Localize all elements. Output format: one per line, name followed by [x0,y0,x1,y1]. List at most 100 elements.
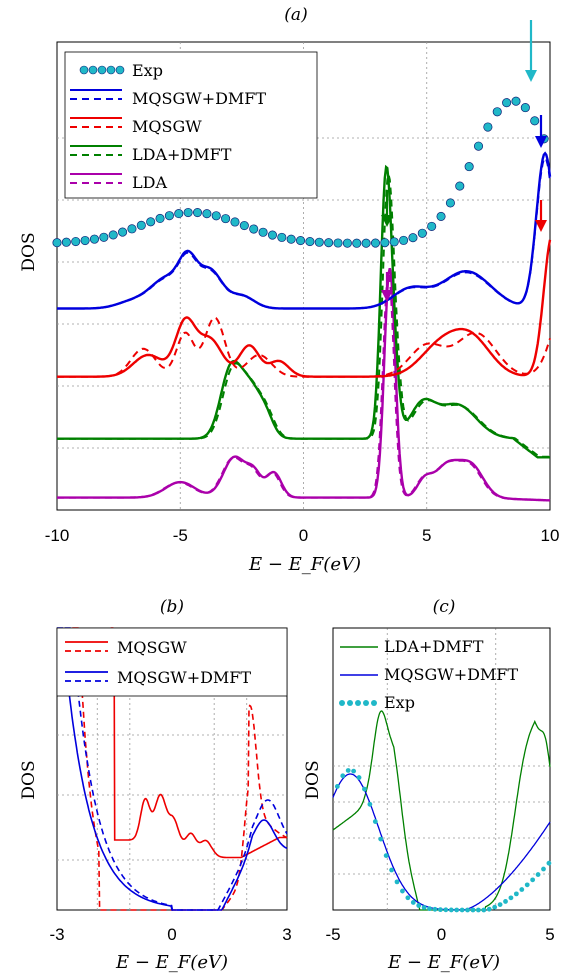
panel-b: (b) -3 0 3 E − E_F(eV) DOS MQSGW MQSGW+DMFT [19,597,292,973]
exp-data-point [502,98,512,108]
exp-data-point [277,232,287,242]
exp-data-point [164,211,174,221]
series-dash-mqsgw-dmft [57,156,551,310]
legend-marker [347,700,353,706]
x-tick-label: -5 [325,925,340,944]
exp-data-point [492,904,498,910]
exp-data-point [52,238,62,248]
legend-marker [79,65,89,75]
exp-data-point [211,211,221,221]
exp-data-point [383,853,389,859]
exp-data-point [511,96,521,106]
exp-data-point [427,221,437,231]
exp-data-point [367,801,373,807]
exp-data-point [305,237,315,247]
exp-data-point [389,867,394,873]
series-dash-mqsgw-dmft-b [64,627,288,911]
exp-data-point [492,107,502,117]
exp-data-point [524,882,530,888]
legend-marker [371,700,377,706]
x-tick-label: 5 [422,526,431,545]
exp-data-point [80,235,90,246]
x-tick-label: 5 [545,925,554,944]
exp-data-point [378,836,384,842]
y-axis-label-c: DOS [303,760,323,799]
series-dash-lda [57,272,551,502]
x-axis-label-c: E − E_F(eV) [387,952,500,973]
exp-data-point [221,214,231,224]
exp-data-point [475,907,481,913]
x-tick-label: 10 [541,526,560,545]
series-line-mqsgw-b [110,627,287,859]
exp-data-point [380,238,390,248]
arrow-head [381,290,393,302]
exp-data-point [519,887,525,892]
exp-data-point [473,141,484,151]
legend-marker [97,65,107,75]
exp-data-point [352,238,362,248]
exp-data-point [546,860,552,866]
exp-data-point [183,207,193,218]
exp-data-point [118,227,128,237]
panel-a: (a) -10 -5 0 5 10 E − E_F(eV) DOS Exp MQSGW+DMFT M… [19,5,559,575]
legend-label: MQSGW [132,117,202,136]
exp-data-point [362,786,367,792]
x-tick-label: 0 [437,925,446,944]
exp-data-point [481,907,487,913]
panel-title-b: (b) [160,597,184,617]
legend-label: LDA+DMFT [132,145,232,164]
exp-data-point [155,213,165,224]
exp-data-point [340,773,346,779]
arrow-head [535,136,547,148]
exp-data-point [372,819,378,824]
exp-data-point [464,162,474,172]
exp-data-point [513,891,519,897]
exp-data-point [356,775,362,780]
exp-data-point [136,220,146,230]
x-axis-label-b: E − E_F(eV) [115,952,228,973]
legend-marker [106,65,116,75]
exp-data-point [127,224,137,234]
exp-data-point [399,235,409,245]
exp-data-point [454,907,460,913]
exp-data-point [295,236,306,246]
exp-data-point [427,906,432,912]
exp-data-point [405,895,411,901]
exp-data-point [314,237,324,247]
y-axis-label-a: DOS [19,232,39,271]
exp-data-point [483,122,493,132]
legend-marker [355,700,361,706]
exp-data-point [497,902,503,907]
exp-data-point [61,237,71,247]
exp-data-point [416,903,422,908]
legend-b: MQSGW MQSGW+DMFT [56,627,288,697]
panel-title-c: (c) [433,597,456,617]
legend-label: MQSGW+DMFT [132,89,266,108]
exp-data-point [370,238,381,248]
exp-data-point [324,238,334,248]
legend-c: LDA+DMFT MQSGW+DMFT Exp [333,627,550,712]
arrow-head [381,215,393,227]
legend-marker [88,65,98,75]
x-tick-label: 0 [299,526,308,545]
exp-data-point [459,907,465,913]
exp-data-point [286,234,296,244]
exp-data-point [535,872,541,877]
exp-data-point [470,907,476,913]
panel-title-a: (a) [284,5,307,25]
exp-data-point [508,895,514,901]
y-axis-label-b: DOS [19,760,39,799]
exp-data-point [99,232,109,242]
exp-data-point [389,237,399,247]
exp-data-point [432,906,438,912]
exp-data-point [400,888,405,894]
exp-data-point [146,217,156,227]
legend-marker [363,700,369,706]
legend-label: LDA+DMFT [384,637,484,656]
exp-data-point [503,899,508,904]
legend-label: Exp [132,61,163,80]
exp-data-point [267,230,277,240]
exp-data-point [239,220,249,231]
x-tick-label: 3 [282,925,291,944]
